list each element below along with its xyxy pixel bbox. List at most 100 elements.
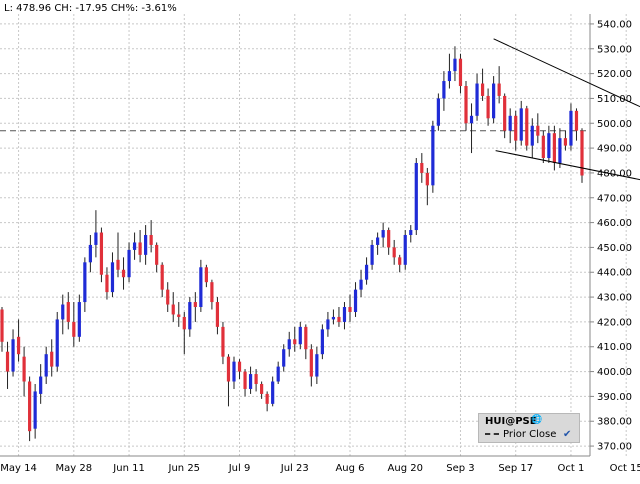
y-tick-label: 510.00 xyxy=(597,94,632,105)
candle-down xyxy=(337,316,341,322)
candle-down xyxy=(574,110,579,131)
x-tick-label: Aug 6 xyxy=(335,463,364,474)
candle-up xyxy=(320,329,324,355)
x-tick-label: May 14 xyxy=(0,463,37,474)
candle-up xyxy=(315,354,319,377)
prior-close-swatch xyxy=(485,433,499,435)
candle-down xyxy=(304,326,308,350)
candle-up xyxy=(61,304,65,320)
y-tick-label: 370.00 xyxy=(597,442,632,453)
candle-down xyxy=(204,267,208,283)
candle-up xyxy=(232,361,236,382)
candle-down xyxy=(177,314,181,317)
y-tick-label: 440.00 xyxy=(597,268,632,279)
last-label: L: xyxy=(4,3,13,14)
candle-down xyxy=(226,356,231,382)
candle-up xyxy=(77,302,81,337)
candle-down xyxy=(497,83,501,96)
candle-down xyxy=(580,130,584,176)
candle-up xyxy=(342,307,347,322)
candle-up xyxy=(353,289,358,312)
candle-down xyxy=(563,138,568,146)
change-pct-value: -3.61% xyxy=(141,3,177,14)
x-tick-label: Jun 11 xyxy=(112,463,145,474)
x-tick-label: Jun 25 xyxy=(168,463,201,474)
candle-down xyxy=(398,257,402,265)
candle-up xyxy=(88,244,92,263)
candle-down xyxy=(66,302,70,322)
change-pct-label: CH%: xyxy=(110,3,139,14)
candle-up xyxy=(359,279,363,290)
candle-up xyxy=(326,319,330,330)
candle-down xyxy=(309,349,313,377)
y-tick-label: 380.00 xyxy=(597,417,632,428)
y-tick-label: 470.00 xyxy=(597,193,632,204)
change-value: -17.95 xyxy=(75,3,108,14)
x-tick-label: Oct 1 xyxy=(558,463,585,474)
y-tick-label: 410.00 xyxy=(597,342,632,353)
candle-down xyxy=(105,274,109,293)
candle-up xyxy=(376,237,380,245)
candle-down xyxy=(182,316,186,330)
candle-down xyxy=(243,371,247,389)
candle-down xyxy=(525,108,529,146)
y-tick-label: 390.00 xyxy=(597,392,632,403)
candle-down xyxy=(160,264,164,290)
quote-header: L: 478.96 CH: -17.95 CH%: -3.61% xyxy=(4,3,177,14)
candle-up xyxy=(55,319,59,367)
candle-down xyxy=(193,302,197,308)
candle-down xyxy=(149,235,153,245)
change-label: CH: xyxy=(54,3,73,14)
candle-down xyxy=(541,135,545,159)
candle-down xyxy=(22,356,26,382)
candle-up xyxy=(381,230,385,238)
candle-down xyxy=(28,381,32,432)
x-tick-label: Sep 17 xyxy=(498,463,533,474)
check-icon[interactable]: ✔ xyxy=(563,429,572,440)
candle-up xyxy=(94,232,98,245)
candle-up xyxy=(110,262,115,293)
candle-down xyxy=(72,321,76,337)
candle-down xyxy=(503,95,507,131)
candle-down xyxy=(166,289,170,305)
candle-down xyxy=(237,361,242,372)
candle-down xyxy=(16,336,21,355)
last-value: 478.96 xyxy=(16,3,52,14)
candle-up xyxy=(475,83,479,116)
candle-up xyxy=(188,302,192,330)
candle-down xyxy=(171,304,175,315)
candle-down xyxy=(155,244,159,265)
y-tick-label: 500.00 xyxy=(597,119,632,130)
candle-down xyxy=(260,383,264,394)
globe-icon[interactable]: 🌐 xyxy=(531,415,543,425)
candle-up xyxy=(248,374,253,389)
y-tick-label: 530.00 xyxy=(597,44,632,55)
candle-down xyxy=(138,242,142,255)
candle-up xyxy=(199,267,203,308)
candle-down xyxy=(121,269,126,278)
candle-up xyxy=(276,366,280,382)
y-tick-label: 450.00 xyxy=(597,243,632,254)
candle-down xyxy=(0,309,4,342)
trendline-lower xyxy=(495,150,640,181)
x-tick-label: Aug 20 xyxy=(388,463,423,474)
candle-up xyxy=(331,316,336,320)
candle-up xyxy=(431,125,435,186)
candle-down xyxy=(50,351,54,367)
y-tick-label: 520.00 xyxy=(597,69,632,80)
candle-up xyxy=(530,125,534,146)
candle-down xyxy=(420,162,424,173)
candle-up xyxy=(282,349,286,367)
x-tick-label: Jul 9 xyxy=(228,463,251,474)
y-tick-label: 490.00 xyxy=(597,144,632,155)
candle-down xyxy=(99,232,104,275)
candle-up xyxy=(33,391,37,429)
candle-down xyxy=(387,230,391,248)
candle-up xyxy=(271,381,275,404)
y-tick-label: 420.00 xyxy=(597,317,632,328)
candle-up xyxy=(492,83,496,119)
candle-up xyxy=(469,115,474,124)
candle-down xyxy=(552,133,556,163)
candle-up xyxy=(83,262,87,303)
candle-up xyxy=(453,58,457,72)
